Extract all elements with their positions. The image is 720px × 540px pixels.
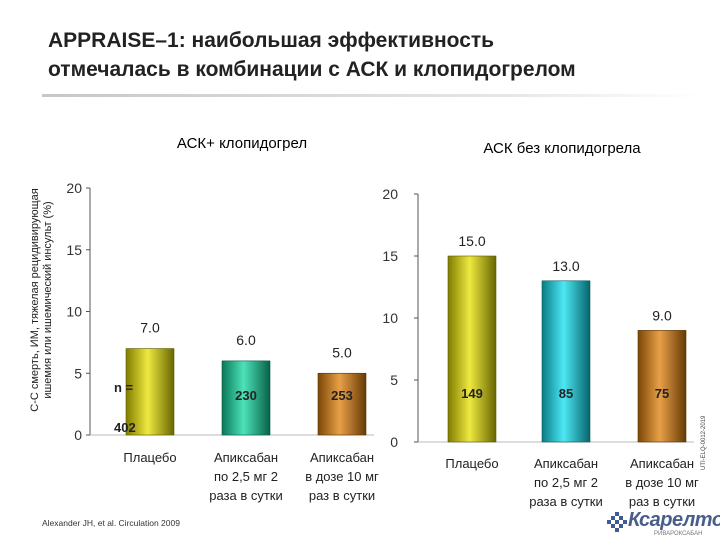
- title-divider: [42, 94, 704, 97]
- y-tick-label: 5: [74, 365, 82, 381]
- n-label: 85: [559, 386, 573, 401]
- category-label: Апиксабан: [630, 456, 694, 471]
- brand-logo: Ксарелто РИВАРОКСАБАН: [606, 507, 720, 537]
- category-label: Апиксабан: [214, 450, 278, 465]
- bar-apixaban-2-5mg: [221, 360, 271, 436]
- panel-title-right: АСК без клопидогрела: [483, 140, 641, 157]
- y-tick-label: 0: [74, 427, 82, 443]
- slide-title-line-2: отмечалась в комбинации с АСК и клопидог…: [48, 58, 576, 81]
- n-label: n =: [114, 380, 134, 395]
- svg-text:UTI-ELQ-0012-2019: UTI-ELQ-0012-2019: [701, 415, 707, 470]
- bar-apixaban-10mg: [637, 330, 687, 443]
- category-label: Плацебо: [123, 450, 176, 465]
- category-label: по 2,5 мг 2: [214, 469, 278, 484]
- category-label: в дозе 10 мг: [305, 469, 379, 484]
- y-tick-label: 10: [66, 304, 82, 320]
- n-label: 75: [655, 386, 669, 401]
- bar-value-label: 15.0: [458, 233, 485, 249]
- side-code: UTI-ELQ-0012-2019: [701, 415, 707, 470]
- category-label: раза в сутки: [529, 494, 603, 509]
- chart-panel-aspirin-only: АСК без клопидогрела 0 5 10 15 20 15.0 149 Плац…: [382, 140, 699, 509]
- y-tick-label: 10: [382, 310, 398, 326]
- category-label: по 2,5 мг 2: [534, 475, 598, 490]
- y-axis-title-line-2: ишемия или ишемический инсульт (%): [42, 201, 54, 398]
- bar-value-label: 5.0: [332, 344, 352, 360]
- bar-value-label: 13.0: [552, 258, 579, 274]
- category-label: Апиксабан: [310, 450, 374, 465]
- chart-panel-aspirin-clopidogrel: АСК+ клопидогрел 0 5 10 15 20 7.0 n = 402 Плацеб…: [66, 135, 379, 503]
- y-tick-label: 0: [390, 434, 398, 450]
- n-label: 230: [235, 388, 257, 403]
- y-tick-label: 20: [66, 180, 82, 196]
- category-label: раз в сутки: [309, 488, 375, 503]
- bar-apixaban-2-5mg: [541, 280, 591, 443]
- y-tick-label: 20: [382, 186, 398, 202]
- bar-value-label: 7.0: [140, 320, 160, 336]
- source-citation: Alexander JH, et al. Circulation 2009: [42, 518, 180, 528]
- category-label: в дозе 10 мг: [625, 475, 699, 490]
- brand-name: Ксарелто: [628, 509, 720, 531]
- bar-placebo: [125, 348, 175, 436]
- category-label: раза в сутки: [209, 488, 283, 503]
- y-tick-label: 15: [66, 242, 82, 258]
- bar-value-label: 9.0: [652, 307, 672, 323]
- n-label: 253: [331, 388, 353, 403]
- category-label: Апиксабан: [534, 456, 598, 471]
- brand-subtitle: РИВАРОКСАБАН: [654, 531, 703, 537]
- y-axis-title: С-С смерть, ИМ, тяжелая рецидивирующая и…: [29, 188, 54, 412]
- n-label: 402: [114, 420, 136, 435]
- bar-placebo: [447, 255, 497, 443]
- bar-apixaban-10mg: [317, 372, 367, 436]
- slide-title: APPRAISE–1: наибольшая эффективность отм…: [48, 26, 708, 84]
- category-label: раз в сутки: [629, 494, 695, 509]
- y-tick-label: 5: [390, 372, 398, 388]
- y-axis-title-line-1: С-С смерть, ИМ, тяжелая рецидивирующая: [29, 188, 41, 412]
- brand-logo-icon: [607, 512, 627, 532]
- panel-title-left: АСК+ клопидогрел: [177, 135, 307, 152]
- y-tick-label: 15: [382, 248, 398, 264]
- category-label: Плацебо: [445, 456, 498, 471]
- n-label: 149: [461, 386, 483, 401]
- slide-title-line-1: APPRAISE–1: наибольшая эффективность: [48, 29, 495, 52]
- bar-value-label: 6.0: [236, 332, 256, 348]
